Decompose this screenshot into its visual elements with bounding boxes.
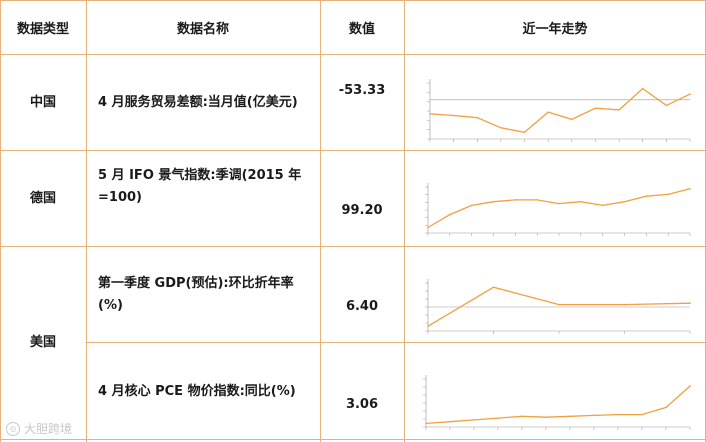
data-point [427,325,429,327]
trend-chart-4 [404,343,706,439]
data-point [545,416,547,419]
watermark: ◎ 大胆跨境 [6,420,72,437]
data-point [492,200,495,203]
data-point [547,111,549,113]
series-line [429,87,691,133]
data-point [594,107,597,109]
data-point [558,202,560,205]
col-divider [86,0,87,442]
data-point [618,109,620,111]
data-point [558,303,560,306]
data-point [425,422,427,425]
row-value: 3.06 [345,396,379,412]
row-divider [0,150,706,151]
watermark-logo-icon: ◎ [6,421,20,436]
trend-chart-1 [404,55,706,150]
col-divider [404,0,405,442]
data-point [623,303,626,306]
data-point [521,415,523,418]
data-point [449,213,451,216]
header-divider [0,54,706,55]
row-divider [0,246,706,247]
trend-chart-3 [404,247,706,342]
data-point [641,413,643,416]
watermark-text: 大胆跨境 [24,422,73,436]
data-point [476,116,479,119]
row-category: 美国 [29,335,56,350]
data-point [473,419,475,421]
data-point [689,385,691,387]
data-point [665,104,668,107]
header-name: 数据名称 [176,21,229,37]
data-point [429,113,431,115]
data-point [593,414,595,417]
data-point [514,199,517,201]
row-category: 德国 [29,190,56,206]
data-point [492,286,495,288]
data-point [536,199,538,201]
row-value: -53.33 [338,83,386,98]
data-point [470,204,473,207]
data-point [580,200,582,203]
data-point [645,195,648,197]
header-value: 数值 [348,21,375,37]
data-point [427,226,429,229]
row-value: 99.20 [341,202,383,218]
table-border-top [0,0,706,1]
header-category: 数据类型 [16,21,69,37]
row-value: 6.40 [345,299,379,314]
data-point [523,131,526,134]
row-name: 4 月服务贸易差额:当月值(亿美元) [98,94,298,110]
row-divider [86,342,706,343]
data-point [571,118,573,121]
data-point [689,93,691,95]
row-category: 中国 [29,94,56,110]
data-point [601,204,604,207]
data-point [497,417,499,419]
data-point [617,413,619,416]
series-line [425,385,691,425]
row-name: 5 月 IFO 景气指数:季调(2015 年=100) [98,168,302,205]
data-point [569,415,571,418]
data-point [449,420,451,423]
data-point [667,193,669,196]
data-point [641,87,644,90]
trend-chart-2 [404,151,706,246]
data-point [452,114,455,117]
table-border-bottom [0,439,706,440]
data-point [500,127,502,129]
series-line [427,188,691,229]
data-point [689,302,691,304]
header-trend: 近一年走势 [522,21,588,37]
data-point [665,406,667,409]
data-point [623,200,626,203]
row-name: 4 月核心 PCE 物价指数:同比(%) [98,384,296,399]
row-name: 第一季度 GDP(预估):环比折年率(%) [98,275,294,313]
table-border-left [0,0,1,442]
data-point [689,188,691,190]
col-divider [320,0,321,442]
